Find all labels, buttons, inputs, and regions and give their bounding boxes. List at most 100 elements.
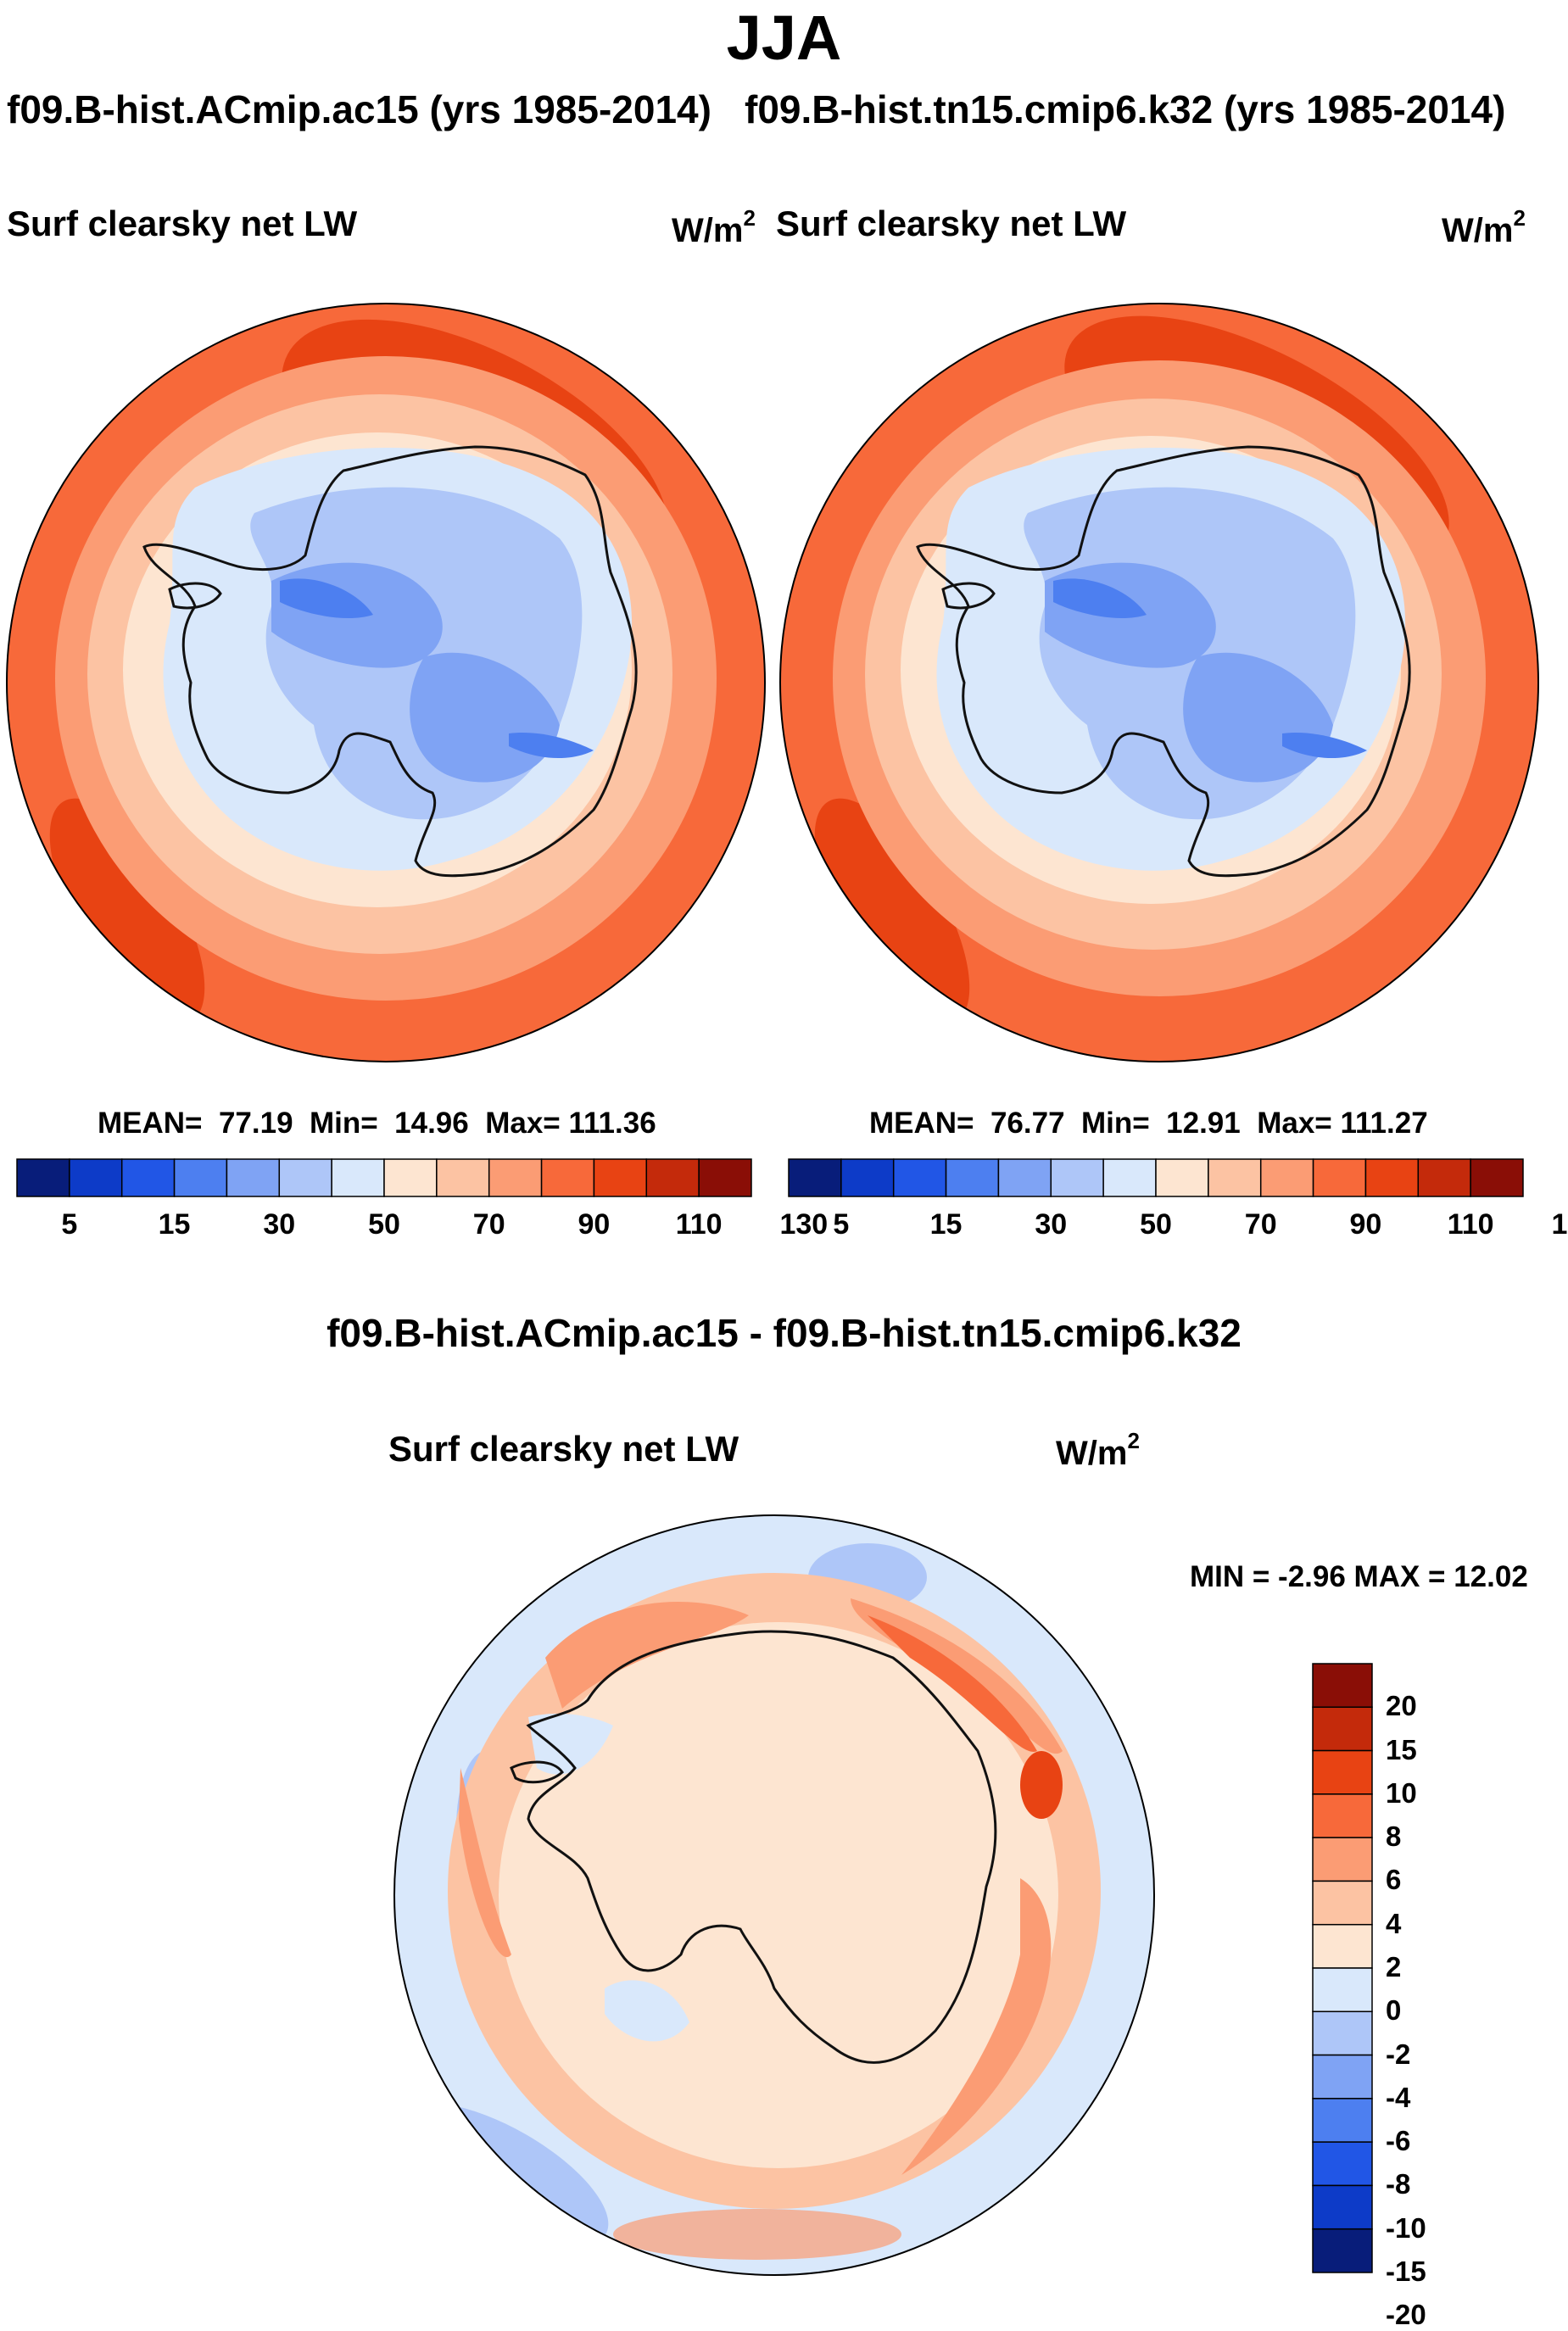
colorbar-swatch: [1312, 1880, 1373, 1926]
colorbar-swatch: [1312, 1706, 1373, 1752]
colorbar-swatch: [1312, 2141, 1373, 2187]
colorbar-tick-label: -8: [1386, 2168, 1411, 2200]
panel-1-case-title: f09.B-hist.ACmip.ac15 (yrs 1985-2014): [7, 87, 711, 131]
figure-title: JJA: [726, 3, 842, 73]
colorbar-swatch: [1312, 1793, 1373, 1838]
colorbar-swatch: [1312, 1837, 1373, 1882]
colorbar-swatch: [997, 1158, 1052, 1197]
colorbar-tick-label: -4: [1386, 2081, 1411, 2113]
panel-2-case-title: f09.B-hist.tn15.cmip6.k32 (yrs 1985-2014…: [745, 87, 1506, 131]
colorbar-swatch: [1312, 1663, 1373, 1709]
colorbar-swatch: [1470, 1158, 1524, 1197]
colorbar-swatch: [1312, 2184, 1373, 2230]
diff-units: W/m2: [1056, 1428, 1140, 1472]
colorbar-tick-label: 30: [1035, 1208, 1068, 1241]
colorbar-swatch: [331, 1158, 385, 1197]
colorbar-swatch: [16, 1158, 70, 1197]
colorbar-swatch: [1050, 1158, 1104, 1197]
colorbar-swatch: [69, 1158, 123, 1197]
colorbar-swatch: [1312, 1158, 1367, 1197]
colorbar-tick-label: 10: [1386, 1776, 1417, 1809]
colorbar-swatch: [1417, 1158, 1471, 1197]
colorbar-swatch: [1312, 1923, 1373, 1969]
colorbar-swatch: [1312, 1967, 1373, 2013]
panel-1-label: Surf clearsky net LW: [7, 204, 358, 243]
panel-2-colorbar: [788, 1158, 1524, 1197]
diff-map: [393, 1514, 1155, 2276]
colorbar-swatch: [892, 1158, 947, 1197]
colorbar-tick-label: 110: [1447, 1208, 1494, 1241]
panel-1-coastline: [142, 445, 638, 878]
panel-2-label: Surf clearsky net LW: [776, 204, 1127, 243]
colorbar-tick-label: 90: [578, 1208, 611, 1241]
colorbar-swatch: [436, 1158, 490, 1197]
colorbar-tick-label: 5: [833, 1208, 850, 1241]
diff-colorbar: [1312, 1663, 1373, 2273]
colorbar-tick-label: 110: [675, 1208, 723, 1241]
colorbar-tick-label: 0: [1386, 1994, 1402, 2027]
diff-coastline: [510, 1630, 997, 2064]
colorbar-swatch: [840, 1158, 895, 1197]
diff-minmax: MIN = -2.96 MAX = 12.02: [1190, 1560, 1528, 1593]
colorbar-swatch: [1259, 1158, 1314, 1197]
colorbar-swatch: [945, 1158, 1000, 1197]
colorbar-swatch: [488, 1158, 543, 1197]
colorbar-tick-label: -6: [1386, 2125, 1411, 2157]
diff-case-title: f09.B-hist.ACmip.ac15 - f09.B-hist.tn15.…: [326, 1311, 1242, 1355]
colorbar-tick-label: -15: [1386, 2256, 1426, 2287]
colorbar-tick-label: 5: [61, 1208, 78, 1241]
colorbar-swatch: [1208, 1158, 1262, 1197]
panel-1-stats: MEAN= 77.19 Min= 14.96 Max= 111.36: [98, 1107, 656, 1140]
colorbar-swatch: [1102, 1158, 1157, 1197]
colorbar-tick-label: 50: [1140, 1208, 1172, 1241]
colorbar-tick-label: 15: [158, 1208, 191, 1241]
diff-label: Surf clearsky net LW: [388, 1429, 739, 1469]
diff-colorbar-ticks: 20 15 10 8 6 4 2 0 -2 -4 -6 -8 -10 -15 -20: [1386, 1662, 1504, 2330]
colorbar-swatch: [173, 1158, 228, 1197]
colorbar-swatch: [383, 1158, 438, 1197]
colorbar-tick-label: 15: [929, 1208, 963, 1241]
panel-1-units: W/m2: [672, 205, 756, 249]
panel-1-colorbar-ticks: 5 15 30 50 70 90 110 130: [15, 1208, 828, 1246]
panel-1-contours: [7, 304, 765, 1062]
colorbar-tick-label: 30: [263, 1208, 296, 1241]
colorbar-tick-label: 4: [1386, 1907, 1402, 1939]
colorbar-swatch: [1364, 1158, 1420, 1197]
panel-2-map: [779, 303, 1539, 1062]
colorbar-swatch: [226, 1158, 281, 1197]
panel-1-colorbar: [16, 1158, 752, 1197]
colorbar-swatch: [1155, 1158, 1209, 1197]
colorbar-swatch: [593, 1158, 648, 1197]
panel-1-map-border: [6, 303, 766, 1062]
colorbar-swatch: [1312, 2054, 1373, 2100]
colorbar-tick-label: 130: [1551, 1208, 1568, 1241]
colorbar-swatch: [540, 1158, 595, 1197]
colorbar-swatch: [1312, 2228, 1373, 2273]
colorbar-tick-label: 6: [1386, 1864, 1402, 1896]
colorbar-tick-label: -2: [1386, 2038, 1411, 2070]
colorbar-tick-label: 2: [1386, 1951, 1402, 1982]
colorbar-tick-label: 90: [1349, 1208, 1382, 1241]
colorbar-swatch: [120, 1158, 176, 1197]
colorbar-swatch: [788, 1158, 842, 1197]
panel-2-contours: [780, 304, 1538, 1062]
panel-2-stats: MEAN= 76.77 Min= 12.91 Max= 111.27: [869, 1107, 1428, 1140]
colorbar-tick-label: 50: [368, 1208, 400, 1241]
colorbar-swatch: [698, 1158, 752, 1197]
panel-2-map-border: [779, 303, 1539, 1062]
panel-2-units: W/m2: [1442, 205, 1526, 249]
colorbar-tick-label: 8: [1386, 1821, 1402, 1853]
colorbar-tick-label: 70: [1244, 1208, 1277, 1241]
panel-1-map: [6, 303, 766, 1062]
colorbar-swatch: [645, 1158, 700, 1197]
colorbar-swatch: [1312, 2098, 1373, 2143]
colorbar-swatch: [278, 1158, 332, 1197]
colorbar-tick-label: 130: [779, 1208, 829, 1241]
colorbar-tick-label: -10: [1386, 2211, 1426, 2244]
panel-2-coastline: [916, 445, 1411, 878]
panel-2-colorbar-ticks: 5 15 30 50 70 90 110 130: [787, 1208, 1568, 1246]
diff-contours: [394, 1515, 1154, 2275]
colorbar-tick-label: 70: [472, 1208, 505, 1241]
diff-map-border: [393, 1514, 1155, 2276]
colorbar-tick-label: -20: [1386, 2299, 1426, 2331]
